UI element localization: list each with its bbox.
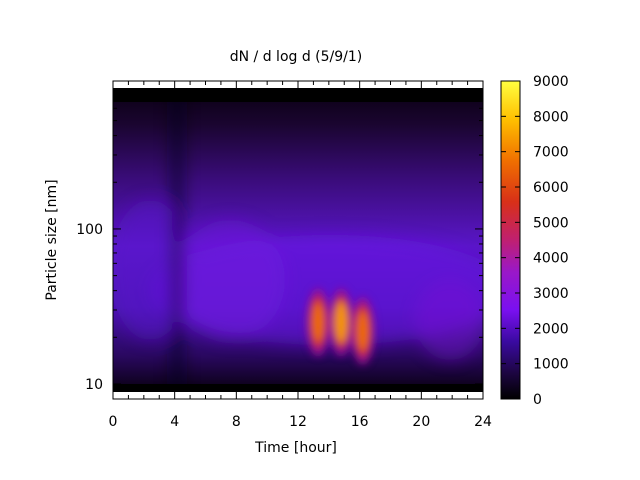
colorbar-ticks: 0 1000 2000 3000 4000 5000 6000 7000 8000 9000 xyxy=(501,74,569,408)
colorbar-tick-label: 7000 xyxy=(533,145,569,161)
top-black-band xyxy=(113,88,483,102)
y-axis: 10 100 xyxy=(76,80,483,400)
y-tick-label: 100 xyxy=(76,222,103,238)
chart-title: dN / d log d (5/9/1) xyxy=(230,49,363,65)
x-axis: 0 4 8 12 16 20 24 xyxy=(109,81,492,430)
diffuse-band-mid xyxy=(175,220,285,340)
colorbar-tick-label: 0 xyxy=(533,392,542,408)
colorbar-tick-label: 8000 xyxy=(533,109,569,125)
dark-streak xyxy=(172,88,182,392)
colorbar-tick-label: 5000 xyxy=(533,215,569,231)
x-tick-label: 16 xyxy=(351,414,369,430)
diffuse-band-left xyxy=(113,200,190,340)
colorbar-tick-label: 2000 xyxy=(533,321,569,337)
x-tick-label: 8 xyxy=(232,414,241,430)
heatmap-field xyxy=(113,88,483,392)
peak-core xyxy=(312,302,325,342)
x-tick-label: 0 xyxy=(109,414,118,430)
x-tick-label: 4 xyxy=(170,414,179,430)
diffuse-glow-right xyxy=(415,280,483,360)
bottom-black-band xyxy=(113,384,483,392)
colorbar-tick-label: 4000 xyxy=(533,251,569,267)
colorbar-tick-label: 6000 xyxy=(533,180,569,196)
colorbar-tick-label: 1000 xyxy=(533,357,569,373)
peak-core xyxy=(334,301,348,343)
colorbar-tick-label: 3000 xyxy=(533,286,569,302)
colorbar-tick-label: 9000 xyxy=(533,74,569,90)
x-tick-label: 24 xyxy=(474,414,492,430)
colorbar xyxy=(500,80,521,400)
x-axis-title: Time [hour] xyxy=(254,440,337,456)
x-tick-label: 12 xyxy=(289,414,307,430)
y-tick-label: 10 xyxy=(85,377,103,393)
y-axis-title: Particle size [nm] xyxy=(44,179,60,300)
x-tick-label: 20 xyxy=(412,414,430,430)
peak-core xyxy=(356,311,369,351)
